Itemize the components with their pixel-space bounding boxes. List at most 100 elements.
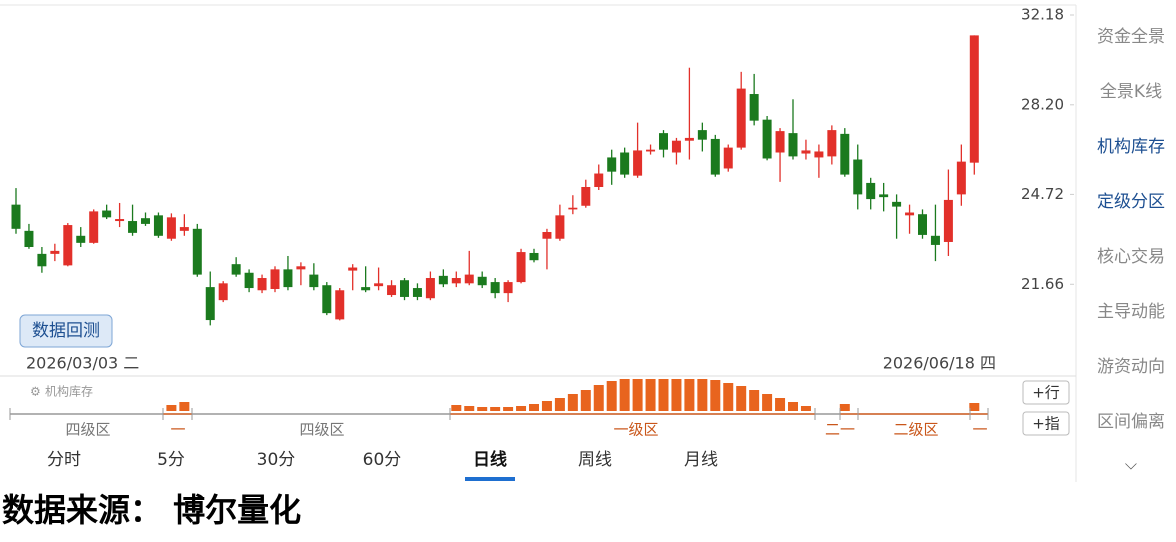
inventory-bar — [619, 379, 630, 411]
candle-body — [853, 159, 863, 195]
candle-body — [24, 230, 34, 248]
candle-body — [192, 228, 202, 275]
candle-body — [205, 287, 215, 321]
inventory-bar — [490, 407, 501, 411]
candle-body — [736, 88, 746, 148]
candle-body — [153, 215, 163, 236]
candle-body — [671, 140, 681, 153]
candle-body — [503, 282, 513, 294]
inventory-bar — [762, 394, 773, 411]
candle-body — [918, 214, 927, 235]
inventory-bar — [593, 385, 604, 411]
period-tab[interactable]: 60分 — [363, 450, 402, 470]
inventory-bar — [580, 390, 591, 411]
y-tick-label: 28.20 — [1021, 95, 1064, 113]
candle-body — [827, 130, 837, 157]
indicator-title: 机构库存 — [45, 384, 93, 399]
candle-body — [529, 252, 539, 261]
sidebar-item[interactable]: 资金全景 — [1097, 27, 1165, 47]
candle-body — [866, 182, 876, 200]
candle-body — [581, 186, 591, 206]
y-tick-label: 24.72 — [1021, 185, 1064, 203]
period-tab[interactable]: 30分 — [257, 450, 296, 470]
backtest-button[interactable] — [19, 314, 113, 348]
add-row-button[interactable] — [1022, 380, 1070, 405]
candle-body — [633, 150, 643, 176]
candle-body — [956, 161, 966, 195]
candle-body — [801, 150, 811, 154]
period-tab[interactable]: 分时 — [47, 450, 81, 470]
candle-body — [283, 269, 293, 288]
sidebar-item[interactable]: 核心交易 — [1097, 247, 1165, 267]
candle-body — [11, 204, 21, 229]
candle-body — [438, 275, 448, 285]
zone-label: 一级区 — [613, 421, 658, 439]
inventory-bar — [671, 379, 682, 411]
period-tab[interactable]: 日线 — [473, 449, 507, 470]
add-indicator-label[interactable]: +指 — [1032, 415, 1060, 433]
candle-body — [749, 94, 759, 121]
candle-body — [710, 138, 720, 175]
candle-body — [102, 210, 112, 218]
candle-body — [516, 252, 526, 283]
candle-body — [361, 287, 371, 291]
inventory-bar — [179, 402, 190, 411]
candle-body — [477, 276, 487, 286]
sidebar-item[interactable]: 全景K线 — [1100, 82, 1162, 102]
y-tick-label: 21.66 — [1021, 275, 1064, 293]
inventory-bar — [606, 381, 617, 411]
candle-body — [542, 232, 552, 239]
inventory-bar — [567, 394, 578, 411]
sidebar-item[interactable]: 区间偏离 — [1097, 412, 1165, 432]
candle-body — [128, 221, 138, 233]
candle-body — [943, 199, 953, 242]
backtest-label[interactable]: 数据回测 — [32, 321, 100, 341]
sidebar-item[interactable]: 定级分区 — [1097, 192, 1165, 212]
candle-body — [115, 219, 125, 222]
zone-label: 四级区 — [299, 421, 344, 439]
candle-body — [141, 218, 150, 224]
candle-body — [451, 278, 461, 284]
period-tab[interactable]: 月线 — [684, 450, 718, 470]
candle-body — [490, 282, 500, 294]
candle-body — [37, 253, 47, 267]
inventory-bar — [775, 398, 786, 411]
inventory-bar — [516, 406, 527, 411]
candle-body — [697, 130, 707, 140]
expand-chevron[interactable]: ⌵ — [1125, 455, 1137, 474]
candle-body — [646, 149, 656, 152]
zone-label: 二一 — [825, 421, 855, 439]
sidebar-item[interactable]: 主导动能 — [1097, 302, 1165, 322]
candle-body — [218, 283, 228, 301]
inventory-bar — [529, 404, 539, 411]
inventory-bar — [658, 379, 669, 411]
inventory-bar — [451, 405, 462, 411]
add-indicator-button[interactable] — [1022, 411, 1070, 436]
candle-body — [840, 133, 850, 175]
sidebar-item[interactable]: 游资动向 — [1097, 357, 1165, 377]
zone-label: 一 — [972, 421, 987, 439]
candle-body — [879, 194, 889, 198]
candle-body — [969, 35, 979, 163]
gear-icon: ⚙ — [30, 385, 41, 399]
candle-body — [425, 278, 435, 299]
y-tick-label: 32.18 — [1021, 6, 1064, 24]
inventory-bar — [464, 406, 475, 411]
period-tab[interactable]: 周线 — [578, 450, 612, 470]
inventory-bar — [477, 407, 488, 411]
period-tab[interactable]: 5分 — [157, 450, 185, 470]
tab-underline — [465, 477, 515, 481]
candle-body — [374, 283, 384, 287]
candle-body — [659, 133, 668, 150]
candle-body — [930, 235, 940, 245]
sidebar-item[interactable]: 机构库存 — [1097, 137, 1165, 157]
add-row-label[interactable]: +行 — [1032, 384, 1060, 402]
candle-body — [50, 250, 60, 254]
footer: 数据来源： 博尔量化 — [2, 491, 301, 529]
candle-body — [270, 269, 280, 289]
candle-body — [89, 211, 99, 243]
candle-body — [905, 212, 915, 216]
candle-body — [555, 215, 565, 239]
inventory-bar — [503, 407, 514, 411]
